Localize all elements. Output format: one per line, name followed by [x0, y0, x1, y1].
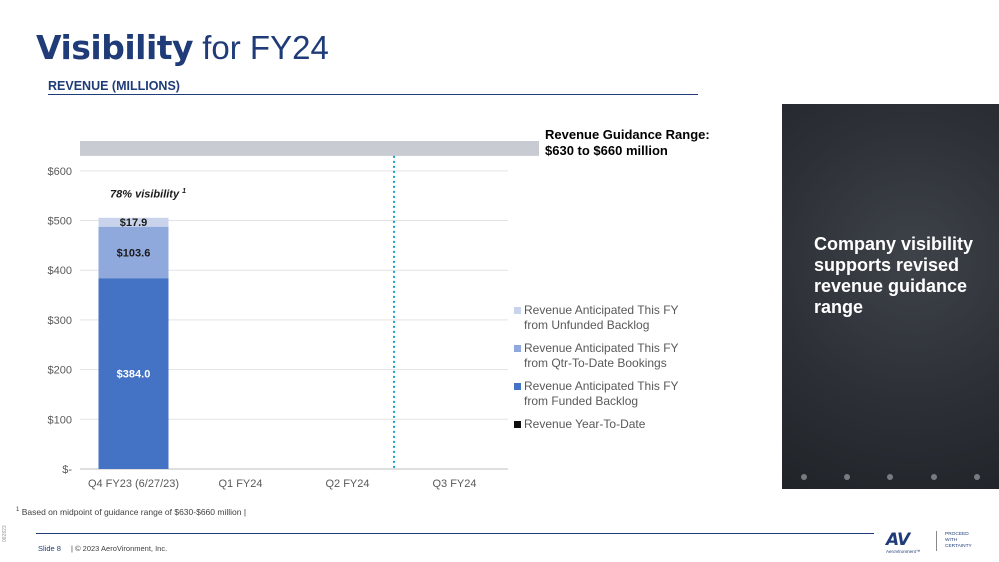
legend-item: Revenue Anticipated This FY from Unfunde… — [514, 303, 704, 333]
legend-label: Revenue Anticipated This FY from Funded … — [524, 379, 679, 408]
x-tick-label: Q4 FY23 (6/27/23) — [88, 478, 179, 490]
footnote-text: Based on midpoint of guidance range of $… — [21, 507, 247, 517]
bar-segment — [98, 226, 169, 279]
rivet-icon — [844, 474, 851, 480]
guidance-label: Revenue Guidance Range: $630 to $660 mil… — [545, 127, 710, 159]
company-logo: AV AeroVironment™ — [886, 531, 920, 554]
guidance-label-line1: Revenue Guidance Range: — [545, 127, 710, 142]
y-tick-label: $400 — [48, 265, 72, 277]
logo-name: AeroVironment™ — [886, 549, 921, 554]
legend-swatch — [514, 383, 521, 390]
legend-label: Revenue Anticipated This FY from Qtr-To-… — [524, 341, 679, 370]
logo-divider — [936, 531, 937, 551]
x-tick-label: Q1 FY24 — [218, 478, 262, 490]
document-code: 082823 — [2, 525, 8, 542]
legend-swatch — [514, 421, 521, 428]
slide-title: Visibility for FY24 — [36, 28, 329, 67]
footnote-sup: 1 — [16, 507, 20, 514]
y-tick-label: $500 — [48, 216, 72, 228]
footnote: 1 Based on midpoint of guidance range of… — [16, 507, 246, 517]
chart-subtitle: REVENUE (MILLIONS) — [48, 79, 180, 93]
rivet-icon — [974, 474, 981, 480]
x-tick-label: Q3 FY24 — [432, 478, 476, 490]
bar-data-label: $384.0 — [117, 369, 151, 381]
legend-item: Revenue Anticipated This FY from Qtr-To-… — [514, 341, 704, 371]
y-tick-label: $300 — [48, 315, 72, 327]
bar-data-label: $103.6 — [117, 247, 151, 259]
legend-swatch — [514, 307, 521, 314]
bar-segment — [98, 217, 169, 227]
visibility-annotation-text: 78% visibility — [110, 188, 180, 201]
logo-tagline: PROCEED WITH CERTAINTY — [945, 532, 972, 549]
visibility-annotation-sup: 1 — [182, 188, 187, 195]
footer: Slide 8 | © 2023 AeroVironment, Inc. — [38, 544, 167, 553]
rivet-icon — [800, 474, 807, 480]
rivet-icon — [887, 474, 894, 480]
title-bold: Visibility — [36, 28, 194, 67]
y-tick-label: $- — [62, 464, 72, 476]
rivet-icon — [930, 474, 937, 480]
legend-label: Revenue Year-To-Date — [524, 417, 646, 431]
y-tick-label: $100 — [48, 414, 72, 426]
footer-rule — [36, 533, 874, 534]
rivet-row — [782, 474, 999, 480]
x-tick-label: Q2 FY24 — [325, 478, 369, 490]
chart-legend: Revenue Anticipated This FY from Unfunde… — [514, 303, 704, 440]
copyright: | © 2023 AeroVironment, Inc. — [71, 544, 168, 553]
revenue-chart: $- $100 $200 $300 $400 $500 $600 $384.0 $103.6 $1… — [48, 141, 539, 490]
guidance-band — [80, 141, 539, 156]
guidance-label-line2: $630 to $660 million — [545, 143, 668, 158]
legend-label: Revenue Anticipated This FY from Unfunde… — [524, 303, 679, 332]
legend-swatch — [514, 345, 521, 352]
visibility-annotation: 78% visibility 1 — [110, 188, 186, 201]
bar-segment — [98, 278, 169, 469]
y-tick-label: $600 — [48, 166, 72, 178]
legend-item: Revenue Year-To-Date — [514, 417, 704, 432]
title-rest: for FY24 — [202, 29, 329, 66]
side-panel: Company visibility supports revised reve… — [782, 104, 999, 489]
y-tick-label: $200 — [48, 365, 72, 377]
slide-number: Slide 8 — [38, 544, 61, 553]
side-panel-text: Company visibility supports revised reve… — [814, 234, 974, 317]
bar-data-label: $17.9 — [120, 217, 148, 229]
legend-item: Revenue Anticipated This FY from Funded … — [514, 379, 704, 409]
logo-mark: AV — [886, 530, 910, 550]
subtitle-rule — [48, 94, 698, 95]
